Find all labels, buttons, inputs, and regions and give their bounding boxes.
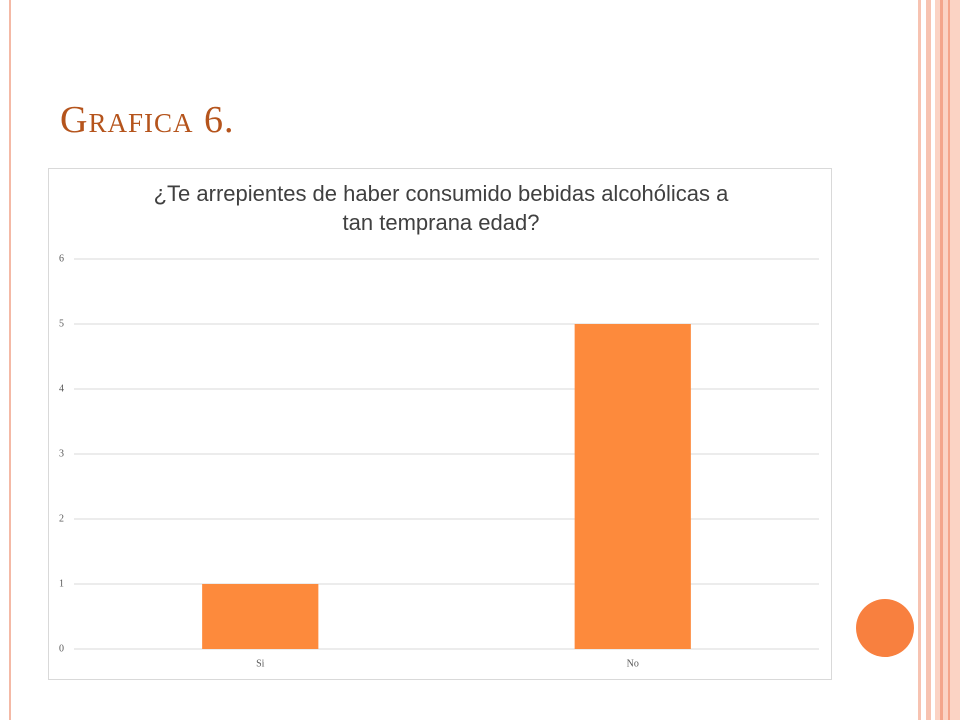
chart-box: ¿Te arrepientes de haber consumido bebid… — [48, 168, 832, 680]
stripe — [918, 0, 921, 720]
y-tick-label: 5 — [59, 318, 64, 329]
bar — [202, 584, 319, 649]
y-tick-label: 0 — [59, 643, 64, 654]
x-tick-label: Si — [256, 658, 265, 669]
y-tick-label: 4 — [59, 383, 64, 394]
stripe — [926, 0, 931, 720]
x-tick-label: No — [627, 658, 639, 669]
y-tick-label: 1 — [59, 578, 64, 589]
y-tick-label: 3 — [59, 448, 64, 459]
y-tick-label: 2 — [59, 513, 64, 524]
y-tick-label: 6 — [59, 253, 64, 264]
stripe — [940, 0, 943, 720]
bar — [574, 324, 691, 649]
chart: 0 1 2 3 4 5 6 Si No — [59, 253, 819, 669]
slide-title: Grafica 6. — [60, 99, 235, 141]
chart-title: ¿Te arrepientes de haber consumido bebid… — [153, 181, 729, 235]
accent-circle — [856, 599, 914, 657]
stripe — [935, 0, 960, 720]
stripe — [948, 0, 950, 720]
